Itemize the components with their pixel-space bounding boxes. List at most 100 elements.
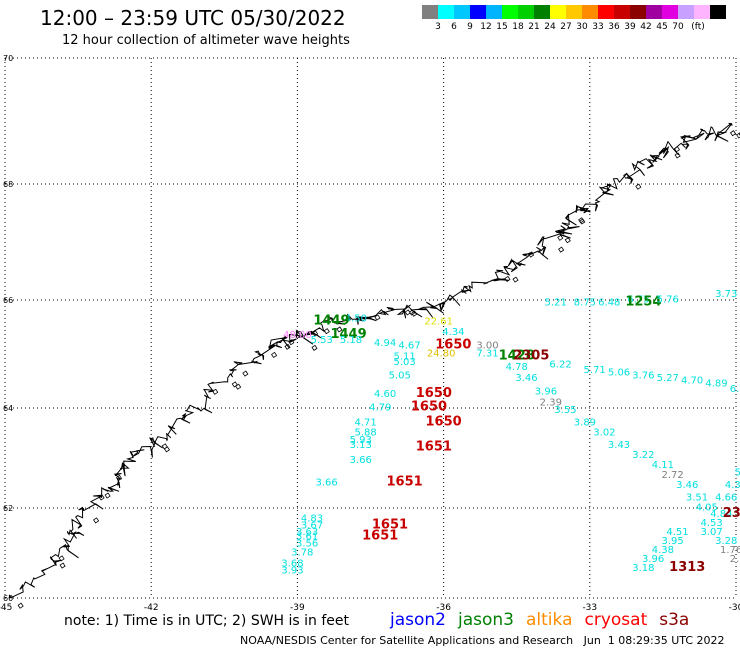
wave-height-label: 3.55 bbox=[554, 405, 576, 416]
color-swatch bbox=[694, 5, 710, 19]
wave-height-label: 3.95 bbox=[662, 536, 684, 547]
wave-height-label: 3.02 bbox=[593, 428, 615, 439]
lat-tick-label: 70 bbox=[3, 54, 13, 63]
wave-height-label: 2305 bbox=[513, 348, 549, 363]
lat-tick-label: 62 bbox=[3, 504, 13, 513]
wave-height-label: 8.75 bbox=[574, 297, 596, 308]
color-scale-bar bbox=[422, 5, 726, 19]
wave-height-label: 3.93 bbox=[281, 565, 303, 576]
island-outline bbox=[231, 381, 238, 388]
island-outline bbox=[271, 351, 278, 359]
wave-height-label: 4.38 bbox=[725, 480, 740, 491]
wave-height-label: 48.00 bbox=[283, 330, 312, 341]
island-outline bbox=[374, 314, 381, 321]
wave-height-label: 4.38 bbox=[652, 545, 674, 556]
wave-height-label: 3.00 bbox=[476, 341, 498, 352]
wave-height-label: 5.53 bbox=[311, 335, 333, 346]
wave-height-label: 3.61 bbox=[296, 532, 318, 543]
color-scale-label: 36 bbox=[608, 22, 620, 32]
island-outline bbox=[557, 234, 564, 241]
wave-height-label: 6.75 bbox=[627, 295, 649, 306]
color-swatch bbox=[438, 5, 454, 19]
color-swatch bbox=[550, 5, 566, 19]
lon-tick-label: -33 bbox=[582, 603, 597, 613]
color-scale-label: 9 bbox=[467, 22, 473, 32]
island-outline bbox=[163, 446, 170, 453]
wave-height-label: 24.80 bbox=[427, 349, 456, 360]
island-outline bbox=[161, 443, 168, 450]
color-scale-label: 70 bbox=[672, 22, 684, 32]
color-swatch bbox=[662, 5, 678, 19]
wave-height-label: 3.63 bbox=[296, 527, 318, 538]
island-outline bbox=[212, 388, 219, 395]
color-swatch bbox=[518, 5, 534, 19]
satellite-legend-item: s3a bbox=[659, 610, 690, 630]
island-outline bbox=[284, 343, 291, 350]
island-outline bbox=[288, 339, 295, 346]
island-outline bbox=[235, 383, 242, 390]
color-scale-label: 15 bbox=[496, 22, 508, 32]
color-scale-label: 27 bbox=[560, 22, 572, 32]
color-scale-label: 42 bbox=[640, 22, 652, 32]
island-outline bbox=[311, 344, 318, 351]
lon-tick-label: -36 bbox=[436, 603, 451, 613]
wave-height-label: 1449 bbox=[330, 327, 366, 342]
island-outline bbox=[17, 602, 24, 609]
island-outline bbox=[59, 562, 66, 569]
color-swatch bbox=[582, 5, 598, 19]
island-outline bbox=[323, 328, 330, 335]
color-swatch bbox=[598, 5, 614, 19]
color-scale-label: 21 bbox=[528, 22, 540, 32]
wave-height-label: 4.94 bbox=[374, 338, 396, 349]
wave-height-label: 1651 bbox=[387, 475, 423, 490]
wave-height-label: 4.51 bbox=[666, 527, 688, 538]
wave-height-label: 4.78 bbox=[506, 362, 528, 373]
wave-height-label: 4.79 bbox=[369, 403, 391, 414]
wave-height-label: 4.89 bbox=[705, 378, 727, 389]
island-outline bbox=[558, 246, 565, 253]
color-scale-label: 18 bbox=[512, 22, 524, 32]
wave-height-label: 4.34 bbox=[442, 327, 464, 338]
wave-height-label: 1449 bbox=[313, 313, 349, 328]
wave-height-label: 1428 bbox=[499, 348, 535, 363]
wave-height-label: 5.71 bbox=[584, 365, 606, 376]
island-outline bbox=[98, 494, 105, 501]
island-outline bbox=[673, 146, 680, 153]
wave-height-label: 5.18 bbox=[340, 335, 362, 346]
wave-height-label: 7.31 bbox=[476, 349, 498, 360]
wave-height-label: 3.51 bbox=[686, 493, 708, 504]
wave-height-label: 5.76 bbox=[657, 295, 679, 306]
color-swatch bbox=[422, 5, 438, 19]
color-swatch bbox=[470, 5, 486, 19]
island-outline bbox=[404, 309, 411, 316]
island-outline bbox=[623, 172, 630, 179]
wave-height-label: 3.96 bbox=[642, 554, 664, 565]
lat-tick-label: 66 bbox=[3, 296, 13, 305]
color-swatch bbox=[710, 5, 726, 19]
wave-height-label: 1651 bbox=[372, 517, 408, 532]
island-outline bbox=[564, 237, 571, 244]
wave-height-label: 5.93 bbox=[350, 435, 372, 446]
island-outline bbox=[512, 276, 519, 283]
wave-height-label: 3.67 bbox=[301, 520, 323, 531]
color-swatch bbox=[486, 5, 502, 19]
wave-height-label: 1650 bbox=[435, 338, 471, 353]
lat-tick-label: 68 bbox=[3, 180, 13, 189]
wave-height-label: 1651 bbox=[416, 440, 452, 455]
wave-height-label: 4.60 bbox=[374, 389, 396, 400]
lat-tick-label: 60 bbox=[3, 594, 13, 603]
wave-height-label: 5.88 bbox=[354, 428, 376, 439]
wave-height-label: 3.46 bbox=[676, 480, 698, 491]
color-scale-label: 30 bbox=[576, 22, 588, 32]
color-swatch bbox=[646, 5, 662, 19]
wave-height-label: 3.66 bbox=[350, 455, 372, 466]
credit-line: NOAA/NESDIS Center for Satellite Applica… bbox=[240, 634, 725, 647]
color-scale-label: 6 bbox=[451, 22, 457, 32]
wave-height-label: 1650 bbox=[411, 400, 447, 415]
wave-height-label: 2.68 bbox=[730, 554, 740, 565]
color-scale-label: 12 bbox=[480, 22, 492, 32]
satellite-legend-item: jason2 bbox=[390, 610, 446, 630]
color-scale-label: 24 bbox=[544, 22, 556, 32]
satellite-legend-item: jason3 bbox=[458, 610, 514, 630]
